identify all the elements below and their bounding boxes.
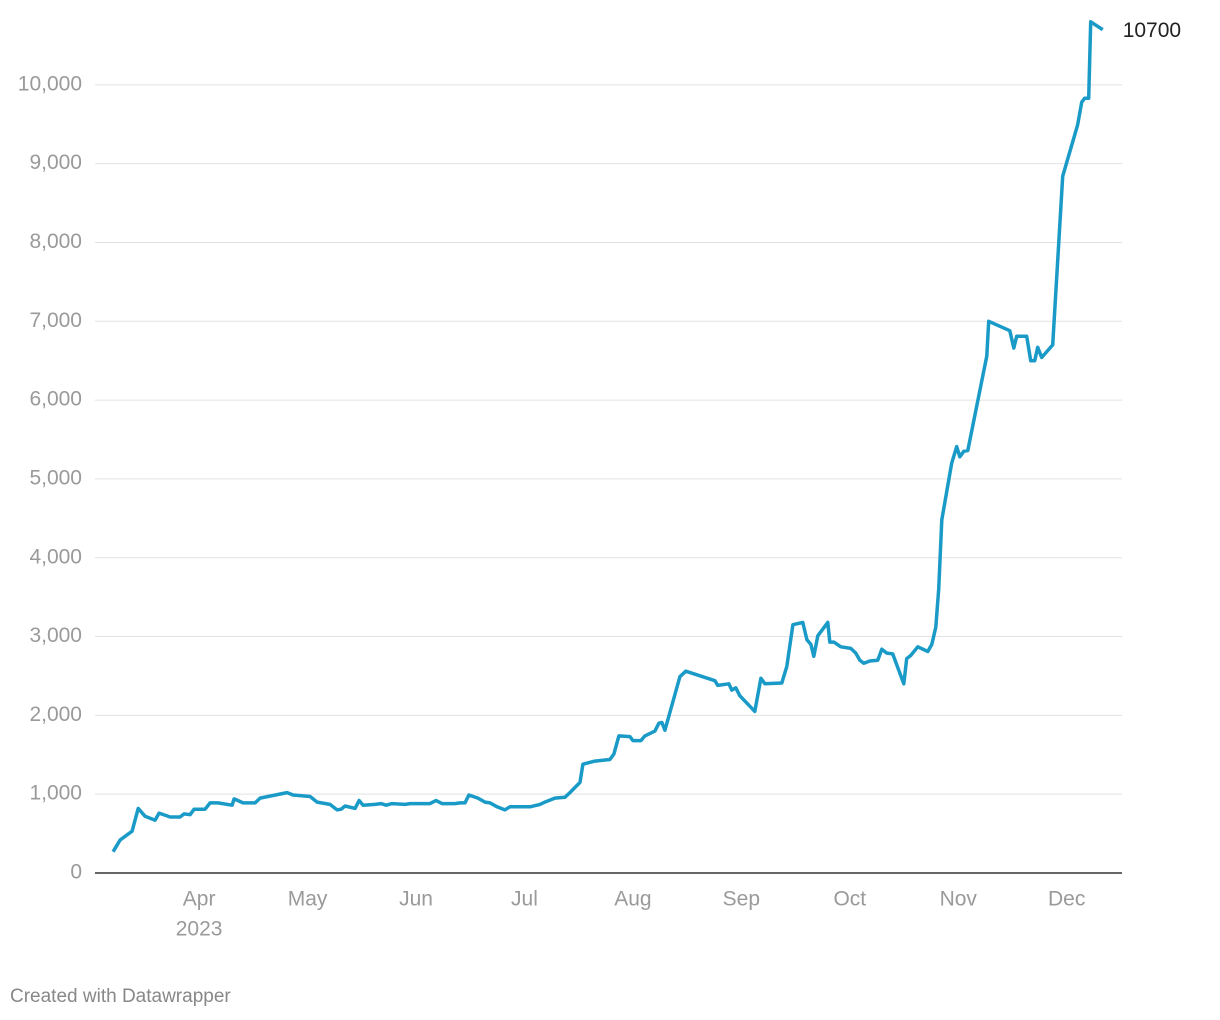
y-tick-label: 7,000 bbox=[29, 309, 82, 332]
x-year-label: 2023 bbox=[176, 918, 223, 941]
credit: Created with Datawrapper bbox=[10, 986, 231, 1007]
y-tick-label: 3,000 bbox=[29, 624, 82, 647]
x-tick-label: Dec bbox=[1048, 888, 1085, 911]
end-label: 10700 bbox=[1123, 19, 1181, 42]
y-tick-label: 2,000 bbox=[29, 703, 82, 726]
x-tick-label: Jun bbox=[399, 888, 433, 911]
x-tick-label: Aug bbox=[614, 888, 651, 911]
x-tick-label: May bbox=[288, 888, 328, 911]
x-tick-label: Nov bbox=[940, 888, 978, 911]
line bbox=[111, 20, 1104, 853]
y-tick-label: 9,000 bbox=[29, 151, 82, 174]
y-tick-label: 6,000 bbox=[29, 388, 82, 411]
y-tick-label: 4,000 bbox=[29, 545, 82, 568]
y-tick-label: 1,000 bbox=[29, 782, 82, 805]
x-tick-label: Jul bbox=[511, 888, 538, 911]
y-tick-label: 0 bbox=[70, 861, 82, 884]
x-tick-label: Apr bbox=[183, 888, 216, 911]
y-tick-label: 5,000 bbox=[29, 466, 82, 489]
y-tick-label: 10,000 bbox=[18, 72, 82, 95]
x-tick-label: Oct bbox=[833, 888, 866, 911]
y-tick-label: 8,000 bbox=[29, 230, 82, 253]
x-tick-label: Sep bbox=[723, 888, 760, 911]
